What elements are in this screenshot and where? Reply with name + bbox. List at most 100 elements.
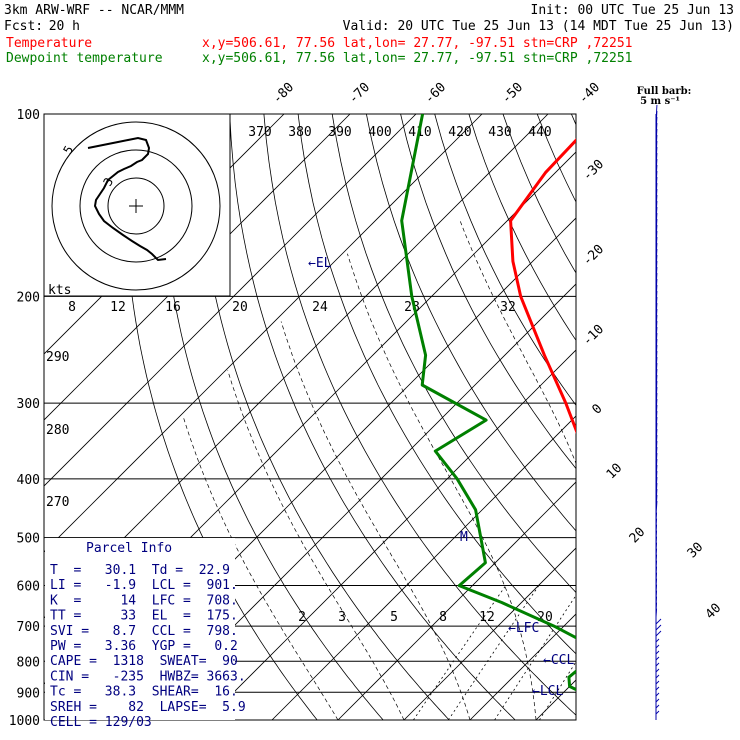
wind-barb	[655, 630, 662, 637]
init-time: Init: 00 UTC Tue 25 Jun 13	[531, 3, 735, 18]
forecast-label: Fcst:	[4, 19, 43, 34]
wind-barb	[655, 686, 660, 691]
legend-dewpoint-location: x,y=506.61, 77.56 lat,lon= 27.77, -97.51…	[202, 51, 632, 66]
isotherm	[44, 114, 549, 619]
isotherm	[589, 86, 740, 733]
isotherm	[403, 547, 576, 720]
isotherm-label--70: -70	[346, 80, 373, 107]
isotherm-label-0: 0	[589, 401, 605, 417]
isobar-label-300: 300	[17, 397, 40, 412]
parcel-info-row: CAPE = 1318 SWEAT= 90	[50, 654, 238, 669]
parcel-info-panel: Parcel Info T = 30.1 Td = 22.9LI = -1.9 …	[45, 538, 246, 730]
wind-barb	[655, 692, 660, 697]
legend-temperature-location: x,y=506.61, 77.56 lat,lon= 27.77, -97.51…	[202, 36, 632, 51]
ring-label-24: 24	[312, 300, 328, 315]
barb-legend-title: Full barb:	[637, 86, 692, 97]
isotherm	[655, 86, 740, 733]
isobar-label-800: 800	[17, 655, 40, 670]
mixing-ratio-label-5: 5	[390, 610, 398, 625]
moist-adiabat	[227, 370, 405, 720]
isotherm	[535, 679, 576, 720]
dry-adiabat	[297, 114, 576, 655]
theta-label-420: 420	[448, 125, 471, 140]
moist-adiabat	[280, 321, 471, 720]
wind-barb	[655, 650, 660, 655]
wind-barb	[655, 674, 660, 679]
ring-label-12: 12	[110, 300, 126, 315]
dry-adiabat	[502, 114, 576, 274]
isobar-label-500: 500	[17, 532, 40, 547]
temperature-trace	[509, 138, 576, 435]
dry-adiabat	[229, 114, 516, 720]
dry-adiabat	[400, 114, 576, 470]
dry-adiabat	[536, 114, 576, 203]
isotherm	[271, 415, 576, 720]
parcel-info-row: TT = 33 EL = 175.	[50, 609, 238, 624]
isotherm	[469, 613, 576, 720]
ring-label-20: 20	[232, 300, 248, 315]
barb-legend-value: 5 m s⁻¹	[640, 96, 680, 107]
isobar-label-600: 600	[17, 580, 40, 595]
theta-label-380: 380	[288, 125, 311, 140]
dry-adiabat	[195, 114, 450, 720]
isotherm-label--40: -40	[576, 80, 603, 107]
marker-el: ←EL	[308, 256, 332, 271]
moist-adiabat	[347, 253, 537, 720]
isotherm-label--10: -10	[580, 322, 607, 349]
legend-dewpoint: Dewpoint temperature	[6, 51, 163, 66]
wind-barb	[655, 624, 662, 631]
mixing-ratio-label-2: 2	[298, 610, 306, 625]
wind-barb	[655, 618, 662, 625]
isobar-label-200: 200	[17, 290, 40, 305]
dry-adiabat	[468, 114, 576, 342]
moist-adiabat	[459, 220, 576, 465]
dry-adiabat	[263, 114, 576, 716]
isotherm-label--60: -60	[422, 80, 449, 107]
isobar-label-700: 700	[17, 620, 40, 635]
hodograph-ring-middle	[79, 149, 193, 263]
moist-adiabat	[182, 415, 339, 720]
wind-barb	[655, 680, 660, 685]
mixing-ratio-line	[494, 594, 576, 720]
parcel-info-row: K = 14 LFC = 708.	[50, 593, 238, 608]
dry-adiabat	[606, 114, 740, 733]
mixing-ratio-line	[447, 585, 540, 720]
isotherm-label-10: 10	[604, 461, 626, 483]
hodograph-ring-outer	[51, 121, 221, 291]
mixing-ratio-line	[413, 585, 507, 720]
parcel-info-title: Parcel Info	[86, 541, 172, 556]
hodograph-ring-labels: 8 12 16 20 24 28 32	[68, 300, 516, 315]
isobar-label-100: 100	[17, 108, 40, 123]
theta-label-440: 440	[528, 125, 551, 140]
valid-time: Valid: 20 UTC Tue 25 Jun 13 (14 MDT Tue …	[343, 19, 734, 34]
isotherm	[337, 481, 576, 720]
hodograph-frame	[43, 113, 231, 297]
wind-barb	[655, 704, 660, 709]
ring-label-8: 8	[68, 300, 76, 315]
theta-label-390: 390	[328, 125, 351, 140]
wind-barb	[655, 710, 660, 715]
mixing-ratio-label-8: 8	[439, 610, 447, 625]
isotherm-label-30: 30	[685, 540, 707, 562]
theta-label-400: 400	[368, 125, 391, 140]
wind-barb	[655, 656, 660, 661]
legend-temperature: Temperature	[6, 36, 92, 51]
isotherm-label-20: 20	[627, 525, 649, 547]
theta-e-label-280: 280	[46, 423, 69, 438]
dry-adiabat	[708, 114, 740, 733]
isotherm-label--80: -80	[270, 80, 297, 107]
marker-lfc: ←LFC	[508, 621, 539, 636]
isotherm	[44, 114, 483, 553]
theta-label-370: 370	[248, 125, 271, 140]
isobar-label-400: 400	[17, 473, 40, 488]
wind-barb	[655, 662, 660, 667]
isotherm-label--50: -50	[499, 80, 526, 107]
isotherm	[721, 86, 740, 733]
isotherm-label-40: 40	[703, 601, 725, 623]
hodograph-trace	[87, 136, 167, 262]
ring-label-32: 32	[500, 300, 516, 315]
parcel-info-row: PW = 3.36 YGP = 0.2	[50, 639, 238, 654]
mixing-ratio-label-3: 3	[338, 610, 346, 625]
parcel-info-background	[45, 538, 235, 720]
parcel-info-row: SREH = 82 LAPSE= 5.9	[50, 700, 246, 715]
